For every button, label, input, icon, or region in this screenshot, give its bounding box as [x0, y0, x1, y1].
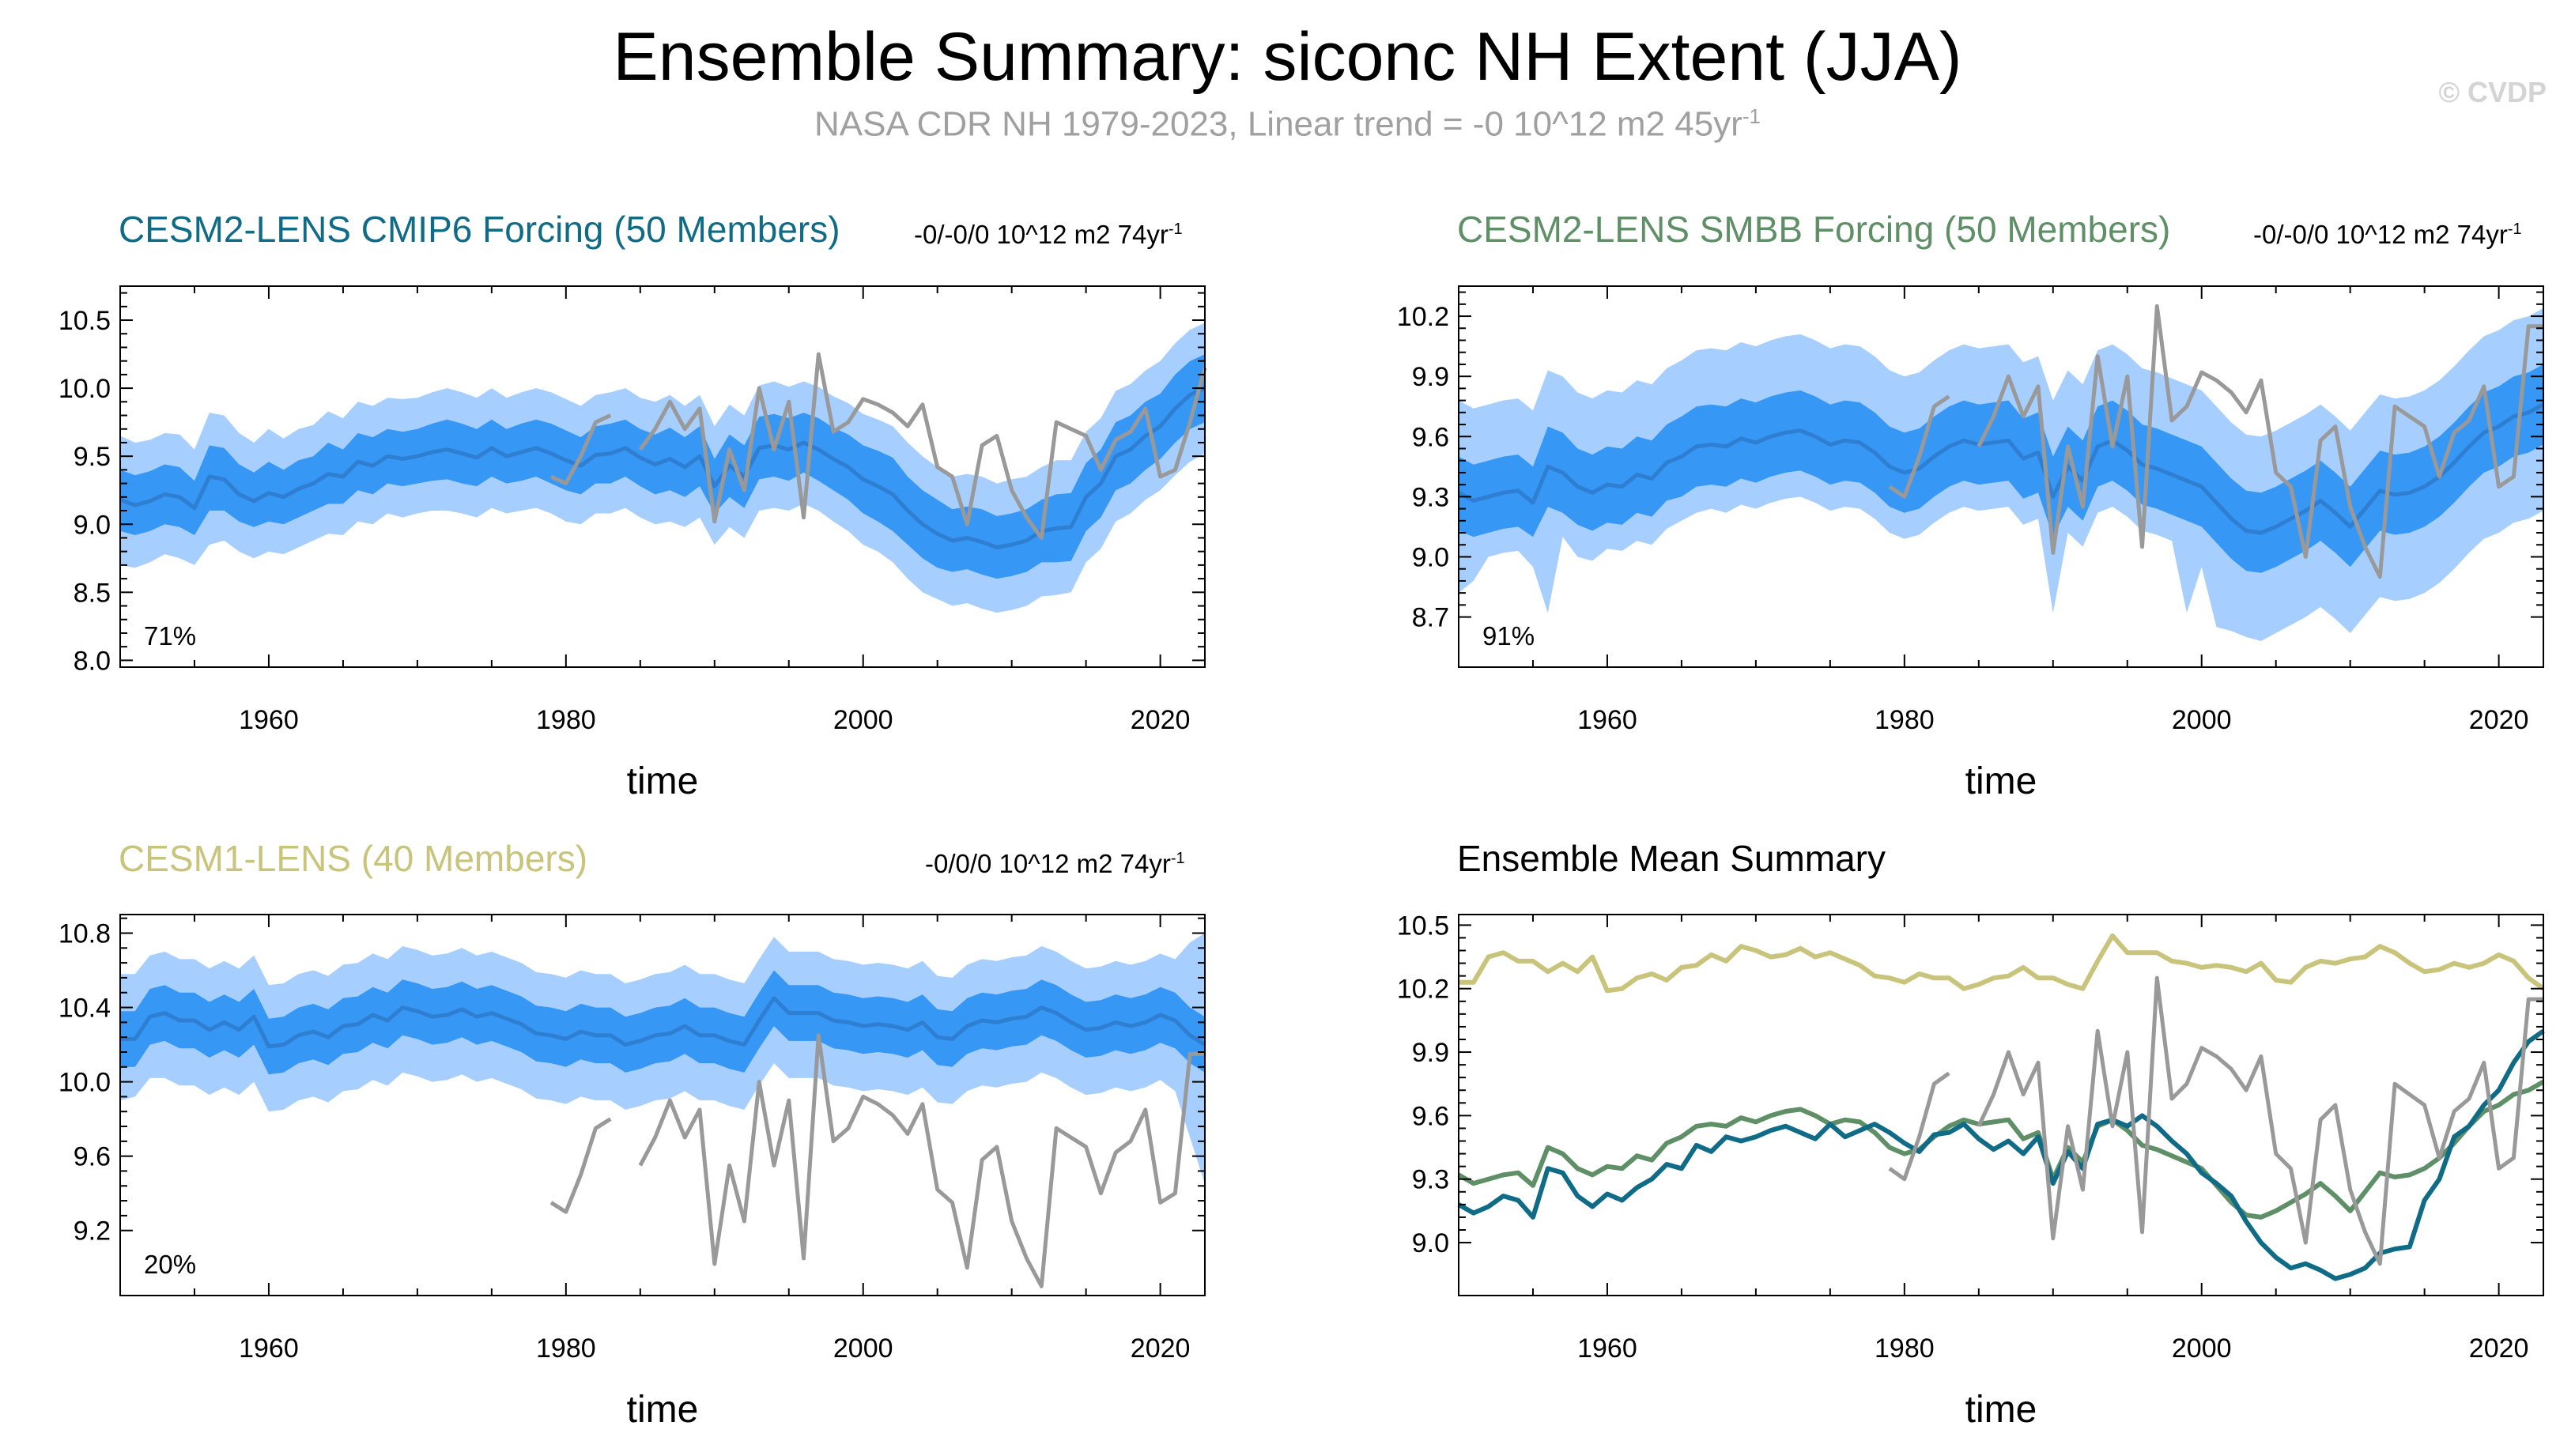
p1-xtick-label: 2000 [833, 705, 893, 735]
p3-plot: 1960 1980 2000 2020 9.2 9.6 10.0 10.4 10.8 20% tim… [59, 914, 1206, 1431]
p1-title: CESM2-LENS CMIP6 Forcing (50 Members) [119, 209, 840, 250]
p3-xtick-label: 2020 [1131, 1333, 1191, 1364]
p3-xtick-label: 1960 [239, 1333, 299, 1364]
p3-band-inner [120, 970, 1205, 1075]
p1-ytick-label: 8.0 [74, 646, 111, 676]
p4-xaxis-label: time [1965, 1389, 2037, 1431]
p3-ytick-label: 9.6 [74, 1142, 111, 1172]
p2-trend-sup: -1 [2507, 221, 2522, 238]
p1-ensemble-mean-line [119, 386, 1206, 549]
p3-title: CESM1-LENS (40 Members) [119, 838, 588, 879]
p4-xtick-label: 2020 [2469, 1333, 2529, 1364]
p2-ytick-label: 9.6 [1412, 422, 1449, 452]
p1-trend-text: -0/-0/0 10^12 m2 74yr [914, 220, 1169, 249]
p1-trend-sup: -1 [1168, 221, 1183, 238]
figure-subtitle: NASA CDR NH 1979-2023, Linear trend = -0… [0, 104, 2575, 145]
p2-ytick-label: 9.3 [1412, 482, 1449, 512]
p1-xtick-label: 1960 [239, 705, 299, 735]
p2-ytick-label: 9.9 [1412, 362, 1449, 392]
p4-frame [1458, 914, 2544, 1296]
subtitle-superscript: -1 [1742, 104, 1761, 128]
p4-series-line-2 [1457, 1028, 2545, 1281]
p3-xtick-label: 2000 [833, 1333, 893, 1364]
p2-xaxis-label: time [1965, 760, 2037, 802]
p3-xtick-label: 1980 [536, 1333, 596, 1364]
p3-percent-label: 20% [144, 1250, 196, 1279]
p2-title: CESM2-LENS SMBB Forcing (50 Members) [1457, 209, 2171, 250]
p4-ytick-label: 9.3 [1412, 1165, 1449, 1195]
p1-ytick-label: 9.0 [74, 510, 111, 540]
p2-obs-line [1888, 304, 2543, 579]
p3-xaxis-label: time [627, 1389, 699, 1431]
p2-trend-text: -0/-0/0 10^12 m2 74yr [2253, 220, 2508, 249]
p2-ytick-label: 9.0 [1412, 542, 1449, 572]
p3-ytick-label: 10.0 [59, 1068, 111, 1098]
p1-xtick-label: 1980 [536, 705, 596, 735]
p4-ytick-label: 9.9 [1412, 1038, 1449, 1068]
p4-ytick-label: 10.5 [1397, 911, 1449, 941]
p3-obs-line [549, 1033, 1205, 1288]
p2-ensemble-mean-line [1457, 402, 2545, 535]
p2-xtick-label: 1960 [1577, 705, 1637, 735]
p1-ytick-label: 10.5 [59, 306, 111, 336]
p2-percent-label: 91% [1482, 621, 1535, 651]
p4-xtick-label: 1980 [1875, 1333, 1935, 1364]
p1-ytick-label: 9.5 [74, 442, 111, 472]
p4-series-line-0 [1459, 933, 2545, 994]
p4-series-line-1 [1457, 1079, 2545, 1220]
figure-title: Ensemble Summary: siconc NH Extent (JJA) [613, 19, 1962, 95]
p4-xtick-label: 2000 [2172, 1333, 2232, 1364]
p1-obs-line [549, 352, 1207, 540]
p2-ytick-label: 8.7 [1412, 603, 1449, 633]
p2-xtick-label: 2000 [2172, 705, 2232, 735]
p2-plot: 1960 1980 2000 2020 8.7 9.0 9.3 9.6 9.9 10.2 91% ti… [1397, 285, 2545, 802]
p3-ytick-label: 9.2 [74, 1216, 111, 1247]
p3-ytick-label: 10.4 [59, 994, 111, 1024]
p1-ytick-label: 8.5 [74, 578, 111, 608]
p3-ensemble-mean-line [120, 996, 1206, 1049]
p2-frame [1458, 285, 2544, 668]
p1-xtick-label: 2020 [1131, 705, 1191, 735]
p3-trend-sup: -1 [1170, 850, 1185, 867]
p1-percent-label: 71% [144, 621, 196, 651]
p1-plot: 1960 1980 2000 2020 8.0 8.5 9.0 9.5 10.0 10.5 71% t… [59, 285, 1207, 802]
p4-plot: 1960 1980 2000 2020 9.0 9.3 9.6 9.9 10.2 10.5 time [1397, 911, 2545, 1431]
p1-band-inner [120, 354, 1205, 579]
p3-ytick-label: 10.8 [59, 919, 111, 949]
p3-frame [119, 914, 1206, 1296]
p2-band-inner [1459, 364, 2543, 573]
p2-trend: -0/-0/0 10^12 m2 74yr-1 [2253, 213, 2522, 251]
p1-trend: -0/-0/0 10^12 m2 74yr-1 [914, 213, 1183, 251]
p4-ytick-label: 9.0 [1412, 1228, 1449, 1258]
p1-ytick-label: 10.0 [59, 374, 111, 404]
p3-trend: -0/0/0 10^12 m2 74yr-1 [925, 843, 1185, 880]
watermark: © CVDP [2438, 76, 2547, 108]
p1-xaxis-label: time [627, 760, 699, 802]
p1-frame [119, 285, 1206, 668]
p3-trend-text: -0/0/0 10^12 m2 74yr [925, 849, 1171, 878]
p4-ytick-label: 10.2 [1397, 975, 1449, 1005]
p4-xtick-label: 1960 [1577, 1333, 1637, 1364]
p4-title: Ensemble Mean Summary [1457, 838, 1886, 879]
p4-obs-line [1888, 975, 2543, 1266]
p2-xtick-label: 1980 [1875, 705, 1935, 735]
p2-ytick-label: 10.2 [1397, 302, 1449, 332]
p4-ytick-label: 9.6 [1412, 1101, 1449, 1131]
p2-xtick-label: 2020 [2469, 705, 2529, 735]
subtitle-text: NASA CDR NH 1979-2023, Linear trend = -0… [814, 104, 1742, 144]
